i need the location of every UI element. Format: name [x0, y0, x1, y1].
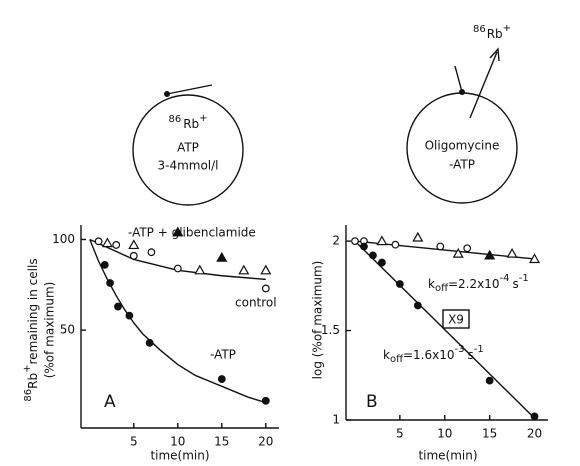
data-point: [94, 237, 103, 246]
fit-curve: [89, 239, 267, 404]
data-point: [101, 237, 113, 248]
data-point: [194, 264, 206, 275]
y-tick-label: 1.5: [321, 323, 340, 337]
y-tick-label: 1: [332, 413, 340, 427]
data-point: [395, 280, 404, 288]
annotation-box: [442, 309, 470, 329]
x-tick-label: 20: [527, 427, 542, 441]
data-point: [436, 242, 445, 251]
data-point: [129, 251, 138, 260]
data-point: [378, 258, 386, 267]
x-tick-label: 10: [170, 435, 185, 449]
data-point: [172, 226, 184, 237]
data-point: [413, 301, 422, 310]
data-point: [506, 247, 518, 258]
cell-diagram: 86Rb+ Oligomycine -ATP: [406, 23, 518, 204]
diagram-line: Oligomycine: [425, 139, 500, 153]
cell: [132, 94, 244, 206]
data-point: [260, 264, 272, 275]
data-point: [217, 375, 226, 383]
x-tick-label: 5: [130, 435, 138, 449]
channel: [166, 84, 213, 95]
diagram-line: ATP: [177, 141, 199, 155]
data-point: [100, 260, 109, 269]
data-point: [360, 242, 368, 251]
y-axis-label: 86Rb+remaining in cells: [22, 258, 40, 401]
diagram-line: 3-4mmol/l: [157, 159, 218, 173]
y-tick-label: 100: [52, 232, 75, 246]
y-axis-label: (%of maximum): [43, 282, 57, 379]
panel-label: A: [104, 392, 116, 412]
x-axis-label: time(min): [418, 449, 477, 463]
data-point: [147, 248, 156, 257]
data-point: [485, 376, 494, 385]
x-tick-label: 10: [437, 427, 452, 441]
annotation: X9: [448, 313, 464, 327]
x-tick-label: 15: [482, 427, 497, 441]
efflux-arrow: [469, 51, 498, 119]
data-point: [369, 251, 377, 260]
data-point: [351, 237, 359, 246]
data-point: [391, 240, 400, 249]
channel: [454, 65, 463, 93]
panel-label: B: [366, 392, 378, 412]
data-point: [238, 264, 250, 275]
rate-label: koff=1.6x10-3 s-1: [383, 344, 484, 365]
x-axis-label: time(min): [150, 449, 209, 463]
annotation: -ATP: [210, 348, 236, 362]
diagram-line: -ATP: [449, 158, 475, 172]
data-point: [125, 311, 134, 320]
annotation: control: [235, 296, 277, 310]
ion-label: 86Rb+: [473, 23, 511, 41]
y-tick-label: 50: [60, 323, 75, 337]
data-point: [173, 264, 182, 273]
fit-curve: [354, 240, 536, 419]
data-point: [128, 239, 140, 250]
data-point: [261, 284, 270, 293]
data-point: [463, 244, 472, 253]
x-tick-label: 5: [396, 427, 404, 441]
data-point: [145, 338, 154, 347]
annotation: -ATP + glibenclamide: [128, 226, 256, 240]
data-point: [106, 279, 114, 287]
data-point: [112, 241, 121, 249]
data-point: [261, 396, 270, 405]
arrow-head: [489, 47, 500, 62]
y-axis-label: log (%of maximum): [311, 261, 325, 380]
data-point: [412, 231, 424, 242]
data-point: [216, 251, 228, 262]
x-tick-label: 20: [258, 435, 273, 449]
channel-dot: [164, 91, 170, 97]
y-tick-label: 2: [332, 234, 340, 248]
rate-label: koff=2.2x10-4 s-1: [428, 273, 529, 294]
data-point: [452, 247, 464, 258]
data-point: [376, 235, 388, 246]
data-point: [529, 253, 541, 264]
data-point: [484, 249, 496, 260]
x-tick-label: 15: [214, 435, 229, 449]
data-point: [530, 412, 539, 421]
cell-diagram: 86 Rb+ ATP 3-4mmol/l: [132, 84, 244, 206]
channel-dot: [459, 89, 465, 95]
data-point: [114, 302, 122, 311]
